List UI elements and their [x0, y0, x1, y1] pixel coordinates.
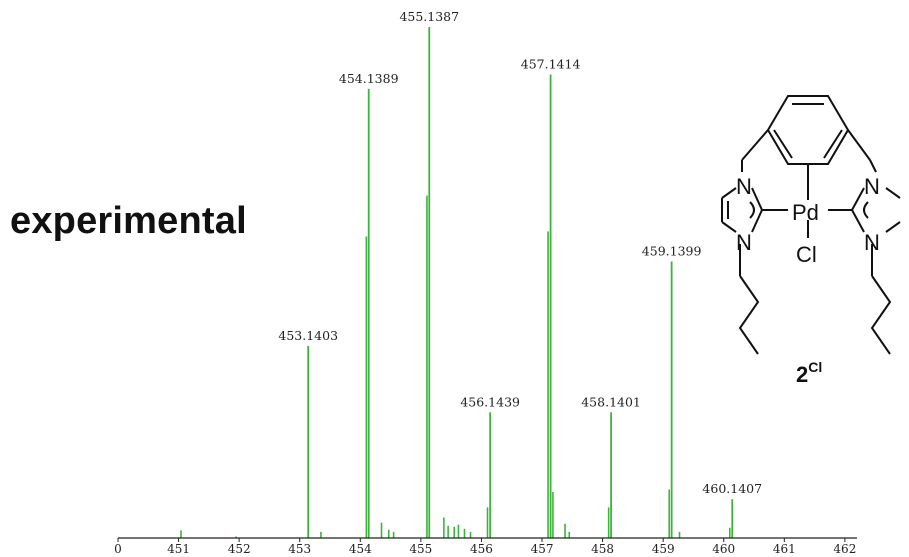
nitrogen-atom-right-top: N	[864, 174, 880, 199]
x-axis-tick-label: 456	[470, 542, 493, 556]
compound-structure: N N N N Pd Cl 2Cl	[721, 95, 901, 387]
x-axis-tick-label: 455	[409, 542, 432, 556]
compound-number: 2	[796, 362, 808, 387]
x-axis-tick-label: 0	[114, 542, 122, 556]
nitrogen-atom-left-bottom: N	[736, 230, 752, 255]
x-axis-tick-label: 458	[591, 542, 614, 556]
compound-superscript: Cl	[808, 359, 822, 375]
peak-label: 453.1403	[278, 328, 338, 343]
peak-label: 460.1407	[702, 481, 762, 496]
palladium-atom: Pd	[792, 200, 819, 225]
x-axis-tick-label: 453	[288, 542, 311, 556]
x-axis-tick-label: 451	[167, 542, 190, 556]
structure-bonds	[721, 129, 901, 355]
x-axis-tick-label: 457	[531, 542, 554, 556]
nitrogen-atom-right-bottom: N	[864, 230, 880, 255]
x-axis-tick-label: 460	[712, 542, 735, 556]
compound-label: 2Cl	[796, 359, 822, 387]
peak-label: 455.1387	[399, 9, 459, 24]
x-axis-tick-label: 454	[349, 542, 372, 556]
benzene-ring	[766, 95, 850, 165]
x-axis-tick-label: 459	[652, 542, 675, 556]
chart-title: experimental	[10, 200, 247, 242]
peak-label: 454.1389	[339, 71, 399, 86]
x-axis-tick-label: 452	[228, 542, 251, 556]
peak-label: 459.1399	[642, 244, 702, 259]
peak-label: 457.1414	[521, 57, 581, 72]
chlorine-atom: Cl	[796, 242, 817, 267]
peak-label: 456.1439	[460, 394, 520, 409]
peak-label: 458.1401	[581, 394, 641, 409]
x-axis-tick-label: 461	[773, 542, 796, 556]
nitrogen-atom-left-top: N	[736, 174, 752, 199]
x-axis-tick-label: 462	[833, 542, 856, 556]
